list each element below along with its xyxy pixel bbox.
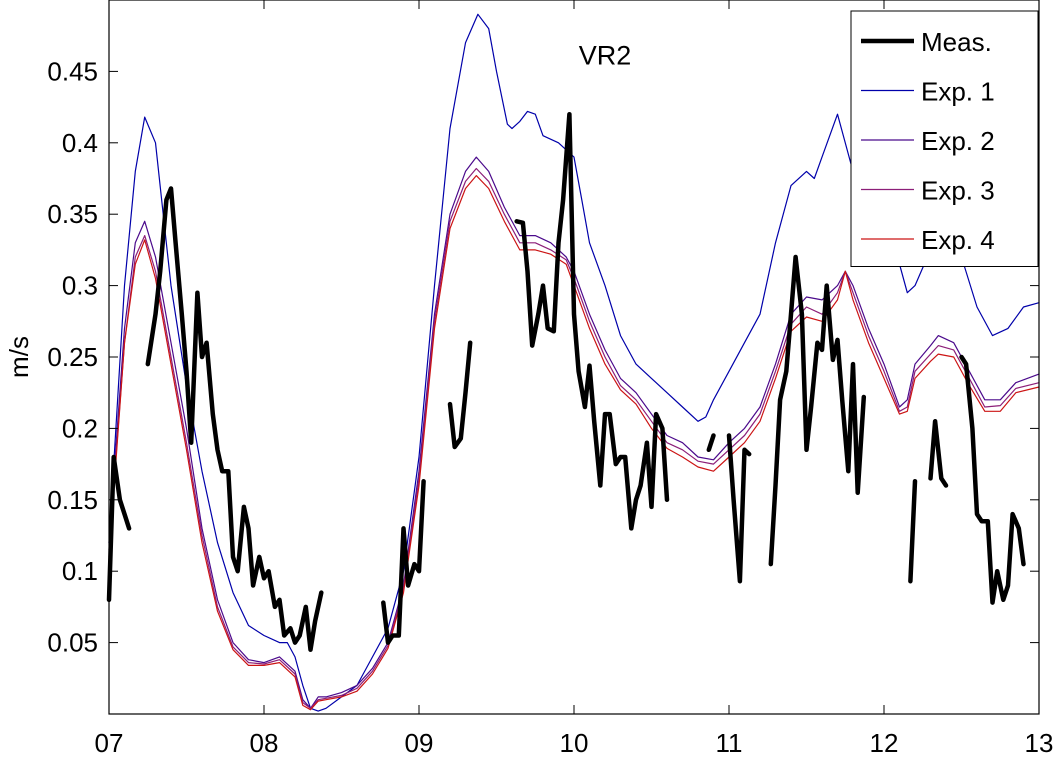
- legend-box: [850, 10, 1039, 267]
- x-tick-label: 10: [560, 728, 589, 758]
- y-axis-label: m/s: [4, 336, 34, 378]
- series-line-meas-seg-8: [908, 478, 918, 584]
- y-tick-label: 0.4: [62, 128, 98, 158]
- series-line-exp-2: [108, 156, 1040, 709]
- x-axis: 07 08 09 10 11 12 13: [95, 0, 1054, 758]
- legend-entry-exp-2: Exp. 2: [921, 126, 995, 156]
- y-tick-label: 0.25: [47, 342, 98, 372]
- plot-lines: [106, 13, 1040, 712]
- y-tick-label: 0.15: [47, 485, 98, 515]
- series-line-exp-4: [108, 175, 1040, 711]
- series-line-meas-seg-0: [106, 454, 132, 603]
- legend-entry-meas: Meas.: [921, 27, 992, 57]
- series-line-meas-seg-1: [145, 186, 324, 652]
- series-line-meas-seg-5: [706, 433, 716, 453]
- legend-entry-exp-1: Exp. 1: [921, 77, 995, 107]
- x-tick-label: 12: [870, 728, 899, 758]
- series-line-meas-seg-9: [928, 419, 949, 488]
- x-tick-label: 08: [250, 728, 279, 758]
- series-line-meas-seg-4: [514, 111, 670, 531]
- legend-entry-exp-3: Exp. 3: [921, 176, 995, 206]
- y-tick-label: 0.2: [62, 413, 98, 443]
- series-line-meas-seg-2: [381, 478, 426, 645]
- y-tick-label: 0.1: [62, 556, 98, 586]
- y-tick-label: 0.05: [47, 628, 98, 658]
- y-axis: 0.05 0.1 0.15 0.2 0.25 0.3 0.35 0.4 0.45: [47, 56, 1039, 658]
- y-tick-label: 0.45: [47, 56, 98, 86]
- annotation-label: VR2: [579, 40, 632, 70]
- legend: Meas. Exp. 1 Exp. 2 Exp. 3 Exp. 4: [850, 10, 1039, 267]
- series-line-exp-3: [108, 167, 1040, 709]
- x-tick-label: 07: [95, 728, 124, 758]
- x-tick-label: 09: [405, 728, 434, 758]
- x-tick-label: 11: [716, 728, 743, 758]
- series-line-meas-seg-3: [447, 340, 473, 450]
- series-line-meas-seg-7: [768, 254, 867, 567]
- y-tick-label: 0.35: [47, 199, 98, 229]
- x-tick-label: 13: [1025, 728, 1054, 758]
- y-tick-label: 0.3: [62, 271, 98, 301]
- series-line-meas-seg-6: [726, 433, 752, 584]
- legend-entry-exp-4: Exp. 4: [921, 225, 995, 255]
- series-line-meas-seg-10: [959, 354, 1026, 605]
